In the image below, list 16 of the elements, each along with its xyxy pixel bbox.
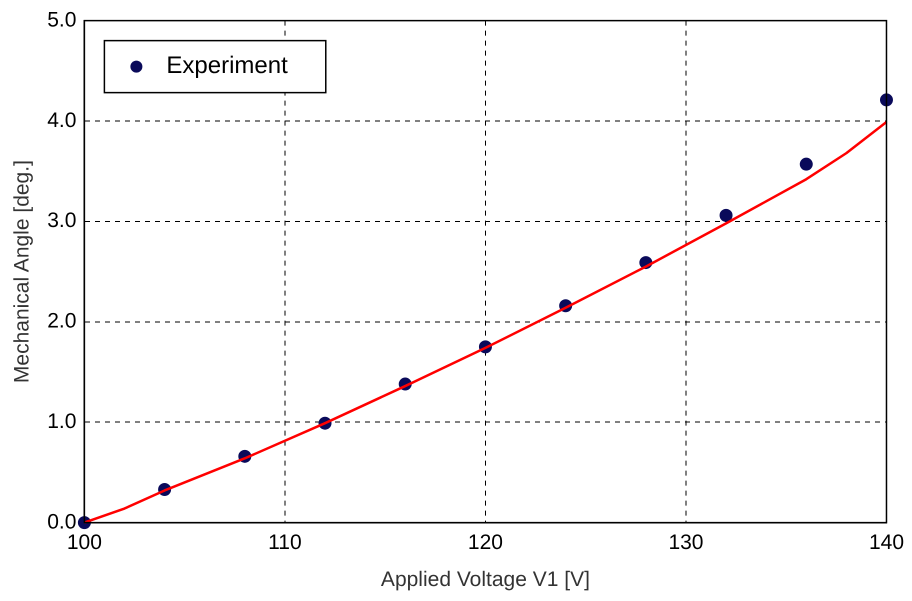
x-tick-label: 100 [66,530,102,554]
y-tick-label: 3.0 [47,209,76,232]
y-tick-label: 1.0 [47,410,76,433]
x-tick-label: 140 [868,530,904,554]
x-tick-label: 110 [268,530,302,554]
x-axis-title: Applied Voltage V1 [V] [380,568,590,592]
legend-label: Experiment [166,52,288,80]
y-tick-label: 4.0 [47,108,76,132]
x-tick-label: 130 [668,530,704,554]
point [800,158,813,171]
point [720,208,733,222]
y-tick-label: 5.0 [47,8,76,32]
x-tick-label: 120 [468,530,503,554]
y-axis-title: Mechanical Angle [deg.] [10,160,34,384]
y-tick-label: 2.0 [47,310,76,333]
y-tick-label: 0.0 [47,510,76,534]
